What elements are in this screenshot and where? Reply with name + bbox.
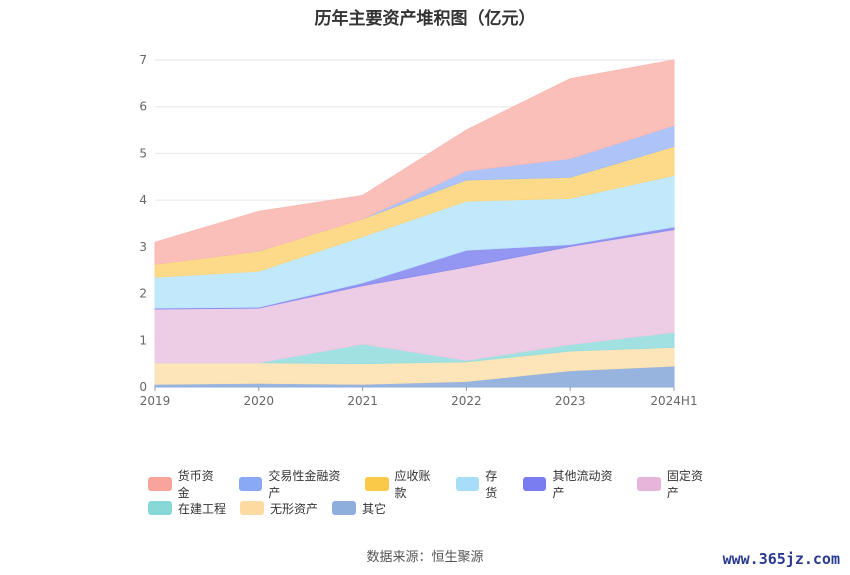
x-tick-label: 2023	[555, 394, 586, 408]
y-tick-label: 1	[139, 333, 147, 347]
legend-swatch	[522, 477, 547, 491]
legend-label: 其他流动资产	[552, 469, 613, 500]
x-tick-label: 2019	[140, 394, 171, 408]
y-tick-label: 3	[139, 240, 147, 254]
y-tick-label: 5	[139, 146, 147, 160]
x-tick-label: 2022	[451, 394, 482, 408]
x-tick-label: 2021	[347, 394, 378, 408]
legend-item[interactable]: 其他流动资产	[522, 467, 623, 501]
legend-row: 在建工程 无形资产 其它	[148, 496, 728, 520]
chart-title: 历年主要资产堆积图（亿元）	[314, 9, 536, 29]
legend-label: 应收账款	[394, 469, 431, 500]
y-tick-label: 7	[139, 53, 147, 67]
legend-item[interactable]: 在建工程	[148, 500, 226, 517]
legend-swatch	[332, 501, 357, 515]
legend-item[interactable]: 应收账款	[364, 467, 442, 501]
legend-item[interactable]: 其它	[332, 500, 386, 517]
legend-swatch	[240, 501, 265, 515]
x-tick-label: 2024H1	[650, 394, 697, 408]
legend-swatch	[238, 477, 263, 491]
legend-label: 无形资产	[270, 501, 319, 516]
watermark: www.365jz.com	[722, 550, 840, 568]
legend: 货币资金 交易性金融资产 应收账款 存货 其他流动资产 固定资产 在建工程 无形资产 其它	[148, 469, 728, 520]
legend-item[interactable]: 无形资产	[240, 500, 318, 517]
legend-swatch	[637, 477, 661, 491]
legend-row: 货币资金 交易性金融资产 应收账款 存货 其他流动资产 固定资产	[148, 469, 728, 500]
legend-label: 固定资产	[666, 469, 703, 500]
legend-item[interactable]: 交易性金融资产	[238, 467, 351, 501]
legend-swatch	[455, 477, 480, 491]
y-tick-label: 0	[139, 380, 147, 394]
legend-label: 在建工程	[178, 501, 227, 516]
y-tick-label: 6	[139, 100, 147, 114]
area-series-layer	[154, 59, 675, 388]
legend-label: 交易性金融资产	[268, 469, 341, 500]
x-tick-label: 2020	[244, 394, 275, 408]
area-series-货币资金	[154, 59, 675, 265]
y-tick-label: 2	[139, 287, 147, 301]
legend-label: 存货	[485, 469, 498, 500]
y-tick-label: 4	[139, 193, 147, 207]
legend-swatch	[364, 477, 389, 491]
axis-layer: 0 1 2 3 4 5 6 7 2019 2020 2021 2022 2023 2024H1	[139, 53, 697, 408]
legend-item[interactable]: 货币资金	[148, 467, 225, 501]
legend-label: 货币资金	[177, 469, 214, 500]
data-source-note: 数据来源：恒生聚源	[366, 550, 484, 565]
legend-swatch	[148, 477, 172, 491]
stacked-area-chart: 0 1 2 3 4 5 6 7 2019 2020 2021 2022 2023 2024H1	[139, 53, 697, 408]
legend-item[interactable]: 存货	[455, 467, 509, 501]
legend-label: 其它	[362, 501, 387, 516]
legend-item[interactable]: 固定资产	[637, 467, 714, 501]
legend-swatch	[148, 501, 172, 515]
